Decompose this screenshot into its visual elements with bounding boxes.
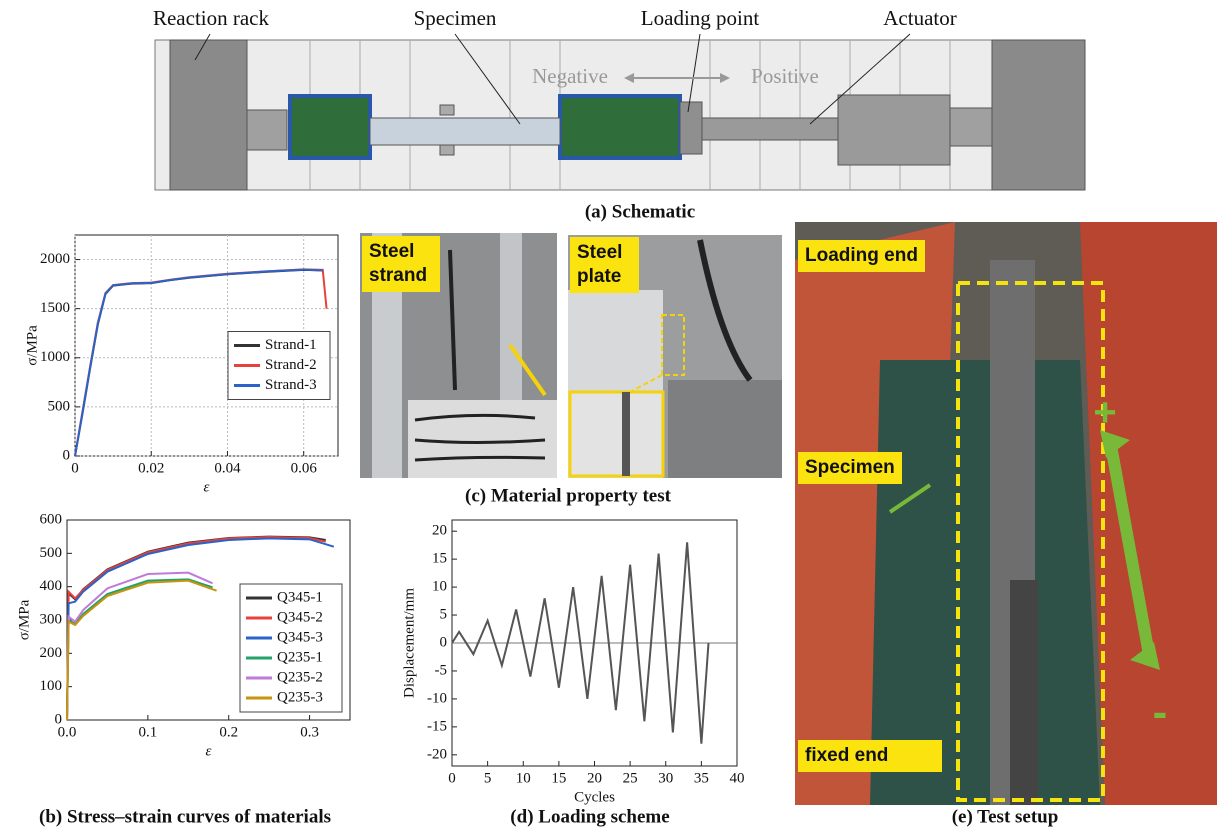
legend-label: Q345-1 (277, 589, 323, 605)
caption: (e) Test setup (952, 806, 1059, 827)
y-tick-label: 100 (40, 678, 63, 694)
x-axis-label: Cycles (574, 789, 615, 805)
y-tick-label: 500 (48, 398, 71, 414)
caption: (d) Loading scheme (510, 806, 669, 827)
y-tick-label: 10 (432, 579, 447, 595)
actuator-rod (702, 118, 838, 140)
legend-label: Q235-1 (277, 649, 323, 665)
y-axis-label: σ/MPa (16, 599, 32, 640)
y-tick-label: -10 (427, 690, 447, 706)
legend-label: Q345-3 (277, 629, 323, 645)
y-tick-label: 0 (440, 634, 448, 650)
y-tick-label: 600 (40, 511, 63, 527)
x-axis-label: ε (206, 743, 212, 759)
legend-label: Strand-3 (265, 377, 317, 393)
caption: (c) Material property test (465, 485, 672, 506)
clamp-right (560, 96, 680, 158)
caption: (b) Stress–strain curves of materials (39, 806, 331, 827)
x-tick-label: 30 (658, 770, 673, 786)
x-tick-label: 0.06 (291, 460, 318, 476)
rack-plate (950, 108, 992, 146)
specimen (370, 118, 560, 145)
schematic: Reaction rack Specimen Loading point Act… (153, 6, 1085, 223)
label: Actuator (883, 6, 956, 30)
legend: Q345-1 Q345-2 Q345-3 Q235-1 Q235-2 Q235-3 (240, 584, 342, 712)
x-tick-label: 10 (516, 770, 531, 786)
x-tick-label: 0.2 (219, 724, 238, 740)
figure-canvas: Reaction rack Specimen Loading point Act… (0, 0, 1217, 830)
x-tick-label: 15 (551, 770, 566, 786)
x-tick-label: 0.04 (214, 460, 241, 476)
x-tick-label: 0 (448, 770, 456, 786)
series-line (67, 581, 217, 720)
photo-label: Steel plate (570, 237, 639, 293)
x-axis-label: ε (204, 479, 210, 495)
y-tick-label: 15 (432, 551, 447, 567)
legend-label: Strand-1 (265, 337, 317, 353)
y-tick-label: 200 (40, 645, 63, 661)
photo-label: Loading end (798, 240, 925, 272)
x-tick-label: 0 (71, 460, 79, 476)
bolt (440, 105, 454, 115)
bolt (440, 145, 454, 155)
x-tick-label: 5 (484, 770, 492, 786)
y-tick-label: 400 (40, 578, 63, 594)
x-tick-label: 0.3 (300, 724, 319, 740)
photo-label: Steel strand (362, 236, 440, 292)
y-tick-label: 300 (40, 611, 63, 627)
y-tick-label: -20 (427, 746, 447, 762)
plate (1010, 580, 1038, 805)
x-tick-label: 25 (623, 770, 638, 786)
direction-label: Negative (532, 64, 608, 88)
reaction-rack-right (992, 40, 1085, 190)
x-tick-label: 40 (730, 770, 745, 786)
clamp-left (290, 96, 370, 158)
photo-label: fixed end (798, 740, 942, 772)
inset (570, 392, 663, 476)
y-tick-label: -15 (427, 718, 447, 734)
y-tick-label: -5 (435, 662, 448, 678)
grip (668, 380, 782, 478)
label: Reaction rack (153, 6, 270, 30)
legend-label: Q235-3 (277, 689, 323, 705)
reaction-rack (170, 40, 247, 190)
legend: Strand-1 Strand-2 Strand-3 (228, 332, 330, 400)
plate-edge (622, 392, 630, 476)
series-line (67, 579, 213, 720)
y-tick-label: 0 (63, 447, 71, 463)
y-tick-label: 5 (440, 606, 448, 622)
legend-label: Q345-2 (277, 609, 323, 625)
y-tick-label: 2000 (40, 251, 70, 267)
figure: Reaction rack Specimen Loading point Act… (0, 0, 1217, 830)
minus: - (1153, 688, 1168, 737)
floor (870, 360, 1100, 805)
plus: + (1093, 391, 1116, 435)
y-tick-label: 1500 (40, 300, 70, 316)
actuator (838, 95, 950, 165)
inset (408, 400, 557, 478)
y-axis-label: σ/MPa (24, 325, 40, 366)
x-tick-label: 0.02 (138, 460, 164, 476)
x-tick-label: 0.1 (138, 724, 157, 740)
label: Specimen (414, 6, 497, 30)
caption: (a) Schematic (585, 201, 695, 222)
loading-point (680, 102, 702, 154)
y-axis-label: Displacement/mm (401, 588, 417, 698)
y-tick-label: 20 (432, 523, 447, 539)
rack-plate (247, 110, 287, 150)
photo-setup: + - (795, 222, 1217, 805)
label: Loading point (641, 6, 760, 30)
legend-label: Q235-2 (277, 669, 323, 685)
direction-label: Positive (751, 64, 819, 88)
x-tick-label: 35 (694, 770, 709, 786)
x-tick-label: 0.0 (58, 724, 77, 740)
legend-label: Strand-2 (265, 357, 317, 373)
series-line (67, 573, 213, 720)
photo-label: Specimen (798, 452, 902, 484)
x-tick-label: 20 (587, 770, 602, 786)
y-tick-label: 500 (40, 545, 63, 561)
y-tick-label: 1000 (40, 349, 70, 365)
